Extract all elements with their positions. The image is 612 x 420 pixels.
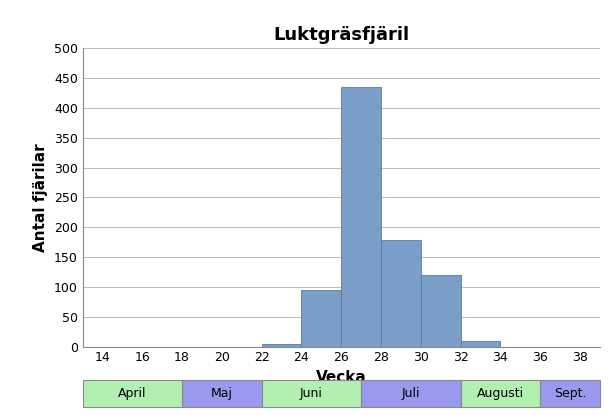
- FancyBboxPatch shape: [262, 380, 361, 407]
- X-axis label: Vecka: Vecka: [316, 370, 367, 385]
- Title: Luktgräsfjäril: Luktgräsfjäril: [273, 26, 409, 44]
- Bar: [302, 290, 341, 346]
- FancyBboxPatch shape: [540, 380, 600, 407]
- Bar: [341, 87, 381, 346]
- Text: Sept.: Sept.: [554, 387, 586, 400]
- Bar: [421, 275, 461, 346]
- Text: Augusti: Augusti: [477, 387, 524, 400]
- FancyBboxPatch shape: [460, 380, 540, 407]
- FancyBboxPatch shape: [361, 380, 460, 407]
- Bar: [381, 240, 421, 346]
- FancyBboxPatch shape: [83, 380, 182, 407]
- Bar: [461, 341, 501, 346]
- FancyBboxPatch shape: [182, 380, 262, 407]
- Bar: [262, 344, 302, 346]
- Text: Juli: Juli: [401, 387, 420, 400]
- Text: April: April: [118, 387, 147, 400]
- Text: Maj: Maj: [211, 387, 233, 400]
- Text: Juni: Juni: [300, 387, 323, 400]
- Y-axis label: Antal fjärilar: Antal fjärilar: [33, 143, 48, 252]
